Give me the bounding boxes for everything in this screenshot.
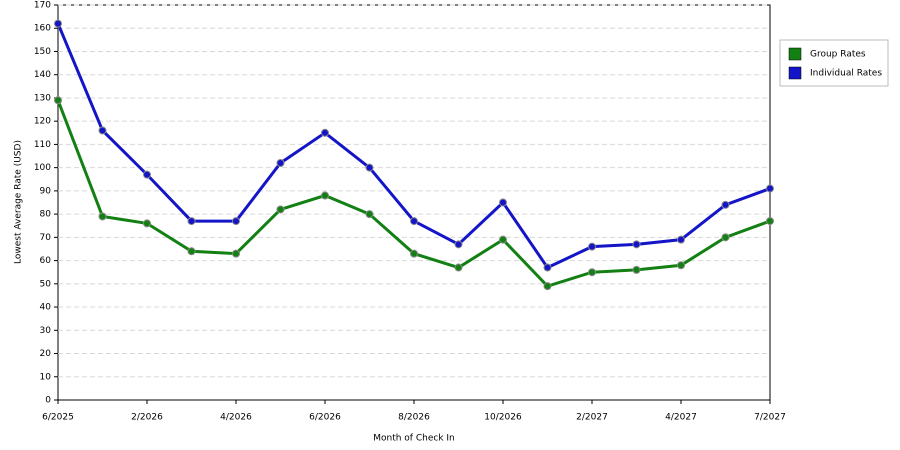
y-tick-label: 150	[34, 47, 51, 57]
data-point	[276, 159, 285, 167]
data-point	[766, 217, 774, 226]
x-tick-label: 7/2027	[754, 413, 786, 423]
legend-label: Group Rates	[810, 50, 866, 60]
data-point	[454, 240, 463, 249]
y-tick-label: 110	[34, 140, 51, 150]
data-point	[232, 249, 240, 258]
x-tick-label: 2/2026	[131, 413, 163, 423]
data-point	[721, 200, 730, 209]
x-tick-label: 6/2025	[42, 413, 74, 423]
y-tick-label: 90	[40, 186, 52, 196]
data-point	[365, 210, 374, 219]
data-point	[677, 235, 685, 244]
x-axis-label: Month of Check In	[373, 434, 455, 444]
x-tick-label: 4/2026	[220, 413, 252, 423]
data-point	[588, 268, 596, 277]
y-tick-label: 140	[34, 70, 51, 80]
data-point	[98, 212, 107, 221]
data-point	[187, 247, 196, 256]
data-point	[588, 242, 596, 251]
y-tick-label: 30	[40, 326, 52, 336]
y-tick-label: 40	[40, 303, 52, 313]
x-tick-label: 10/2026	[484, 413, 522, 423]
y-tick-label: 80	[40, 210, 52, 220]
y-tick-label: 0	[45, 396, 51, 406]
y-tick-label: 160	[34, 24, 51, 34]
data-point	[721, 233, 730, 242]
legend-label: Individual Rates	[810, 69, 882, 79]
data-point	[143, 219, 151, 228]
x-tick-label: 6/2026	[309, 413, 341, 423]
data-point	[677, 261, 685, 270]
data-point	[632, 265, 641, 274]
data-point	[187, 217, 196, 226]
data-point	[365, 163, 374, 172]
legend-swatch	[788, 47, 802, 61]
y-tick-label: 130	[34, 93, 51, 103]
x-tick-label: 8/2026	[398, 413, 430, 423]
data-point	[232, 217, 240, 226]
data-point	[499, 235, 507, 244]
data-point	[766, 184, 774, 193]
data-point	[321, 191, 329, 200]
data-point	[54, 19, 62, 28]
y-tick-label: 50	[40, 279, 52, 289]
x-tick-label: 4/2027	[665, 413, 697, 423]
data-point	[499, 198, 507, 207]
data-point	[543, 263, 552, 272]
data-point	[98, 126, 107, 135]
data-point	[143, 170, 151, 179]
data-point	[276, 205, 285, 214]
x-tick-label: 2/2027	[576, 413, 608, 423]
y-tick-label: 70	[40, 233, 52, 243]
data-point	[321, 128, 329, 137]
y-tick-label: 170	[34, 1, 51, 11]
y-tick-label: 20	[40, 349, 52, 359]
y-tick-label: 60	[40, 256, 52, 266]
y-axis-label: Lowest Average Rate (USD)	[14, 140, 24, 264]
data-point	[632, 240, 641, 249]
data-point	[410, 217, 418, 226]
plot-area	[57, 4, 771, 401]
data-point	[410, 249, 418, 258]
y-tick-label: 100	[34, 163, 51, 173]
legend-swatch	[788, 66, 802, 80]
data-point	[54, 96, 62, 105]
y-tick-label: 10	[40, 372, 52, 382]
data-point	[454, 263, 463, 272]
data-point	[543, 282, 552, 291]
y-tick-label: 120	[34, 117, 51, 127]
